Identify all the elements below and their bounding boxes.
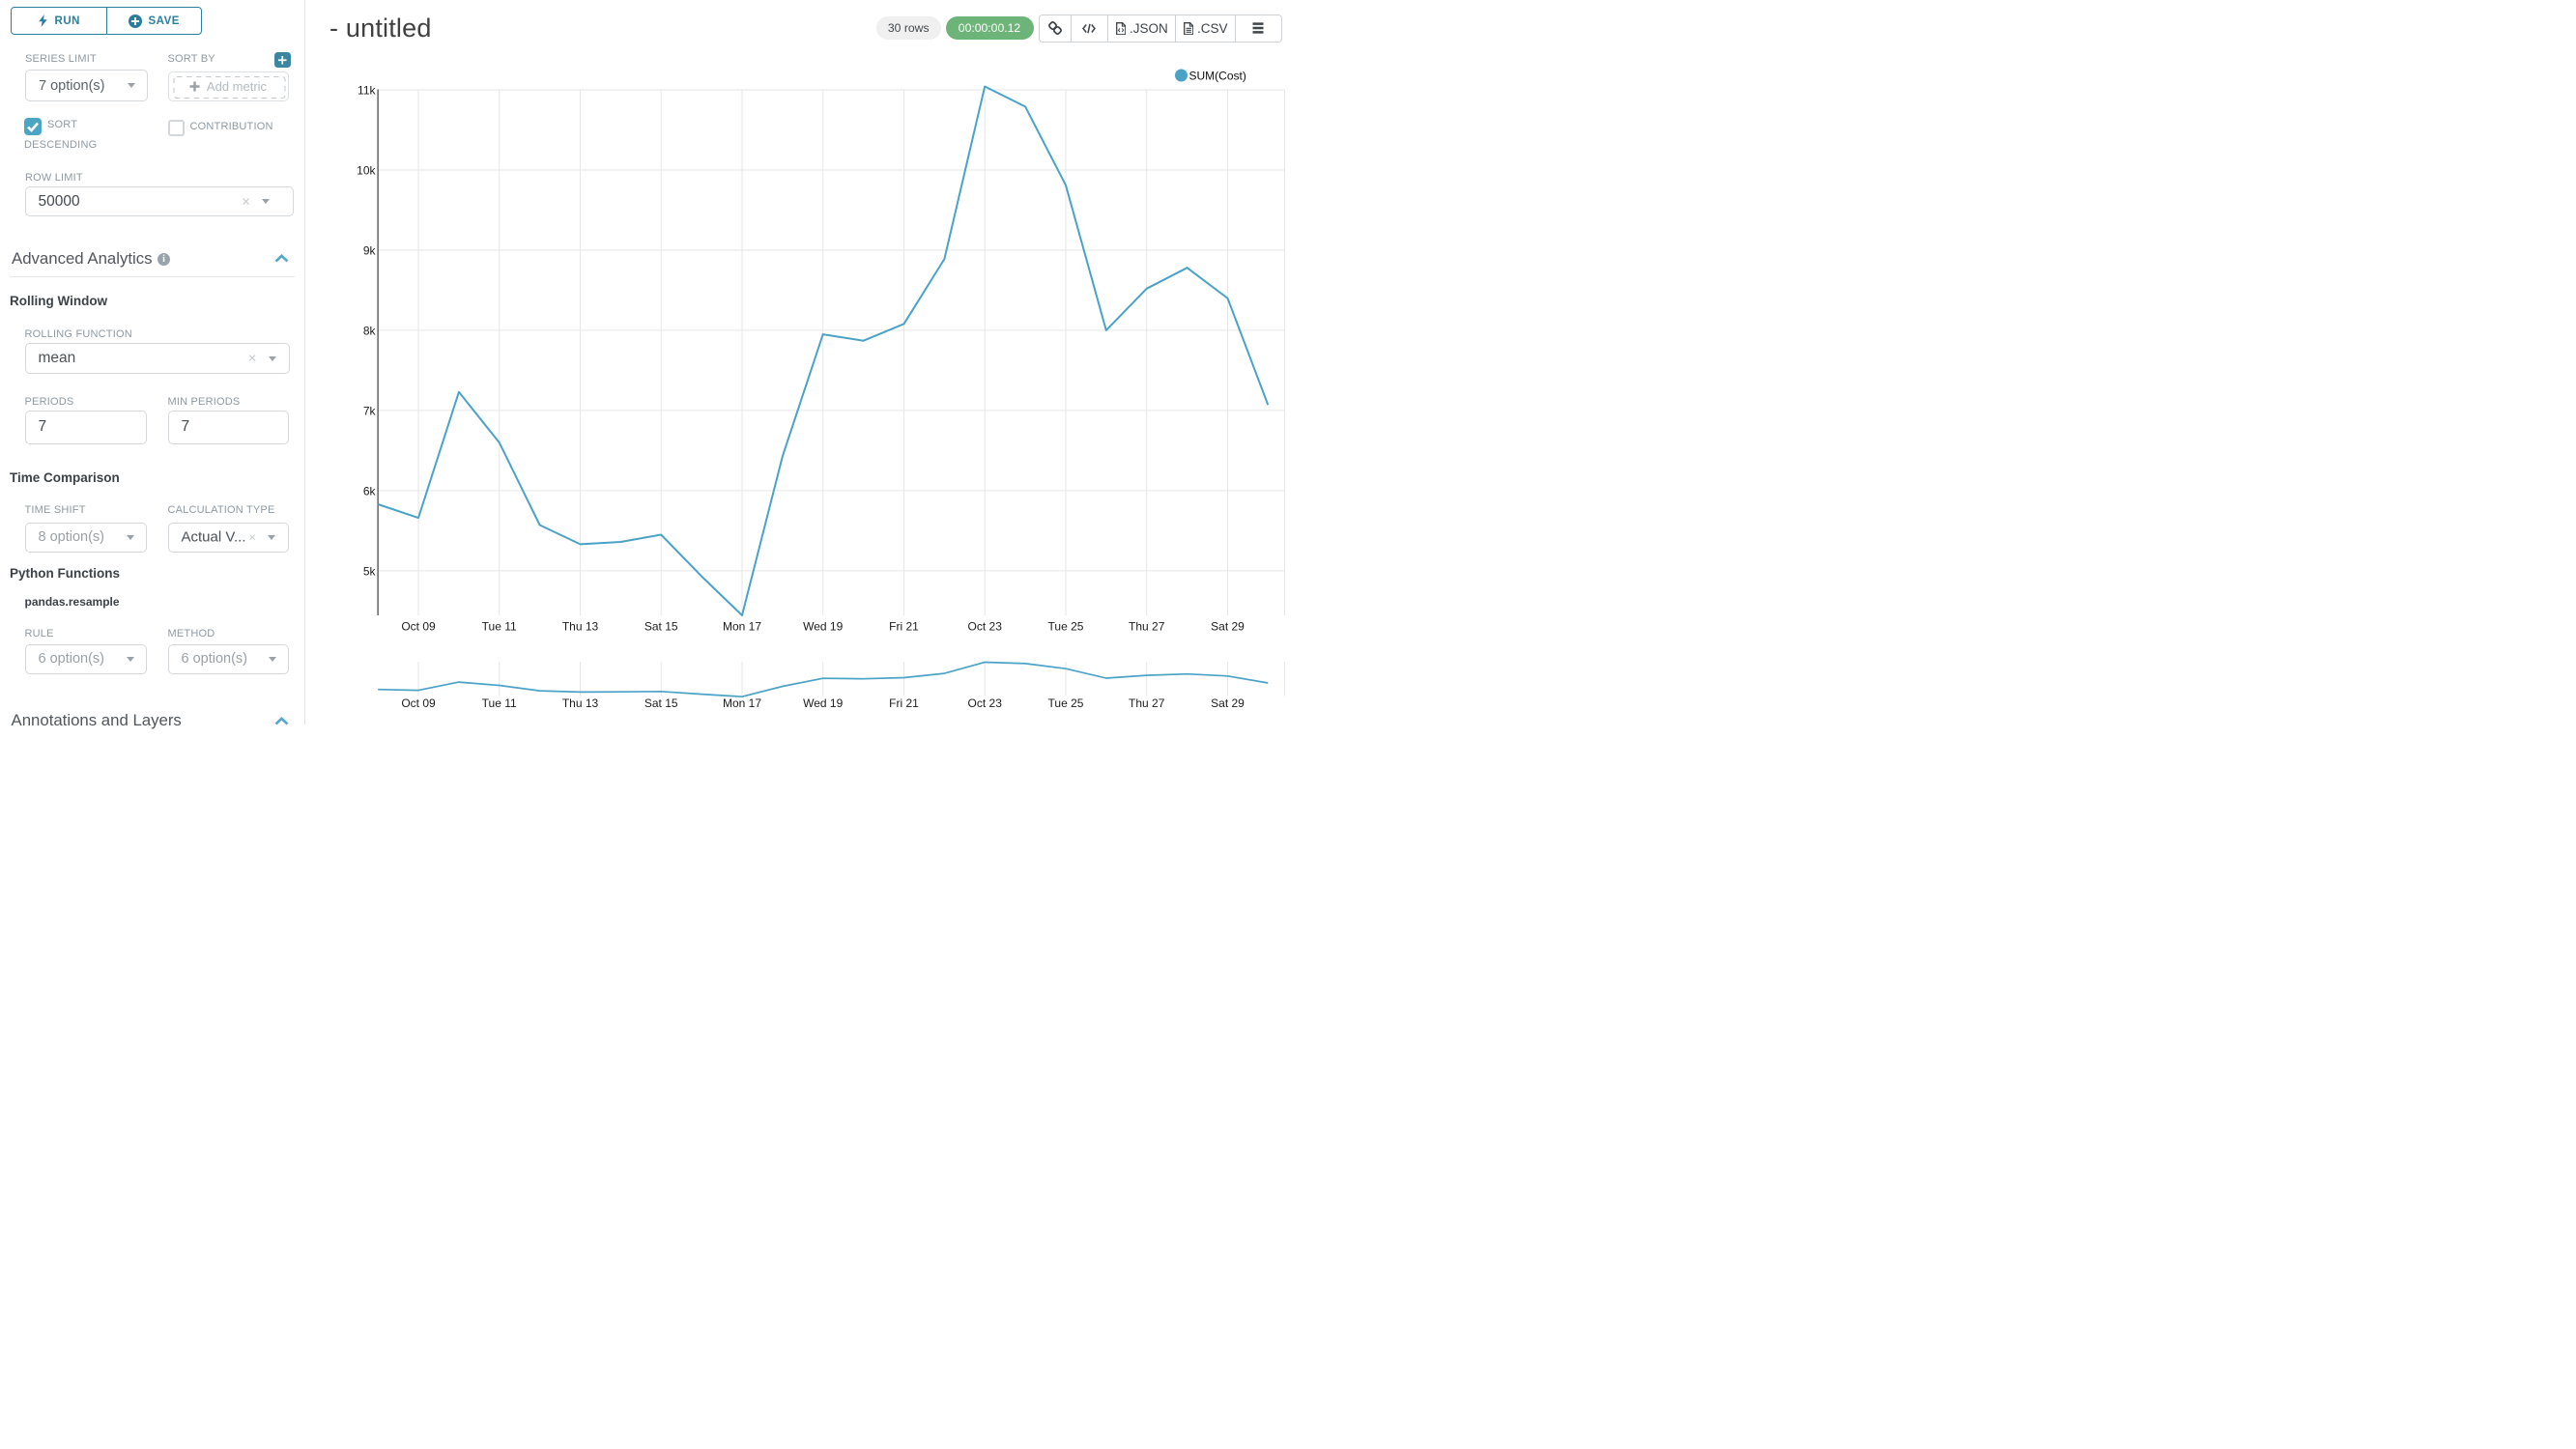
- svg-text:5k: 5k: [363, 564, 377, 578]
- svg-text:Mon 17: Mon 17: [723, 620, 761, 634]
- svg-text:Wed 19: Wed 19: [803, 696, 843, 710]
- svg-text:8k: 8k: [363, 324, 377, 337]
- svg-text:Sat 29: Sat 29: [1211, 696, 1245, 710]
- svg-text:Sat 15: Sat 15: [644, 696, 678, 710]
- svg-text:6k: 6k: [363, 484, 377, 497]
- svg-text:Thu 27: Thu 27: [1129, 696, 1165, 710]
- svg-text:Thu 13: Thu 13: [562, 696, 599, 710]
- svg-text:Mon 17: Mon 17: [723, 696, 761, 710]
- svg-text:10k: 10k: [357, 164, 376, 178]
- svg-text:Sat 29: Sat 29: [1211, 620, 1245, 634]
- svg-text:Tue 11: Tue 11: [482, 620, 517, 634]
- svg-text:Oct 23: Oct 23: [968, 696, 1003, 710]
- svg-text:Oct 09: Oct 09: [401, 620, 436, 634]
- svg-text:11k: 11k: [358, 84, 376, 98]
- svg-text:Oct 23: Oct 23: [968, 620, 1003, 634]
- svg-text:Thu 27: Thu 27: [1129, 620, 1165, 634]
- svg-text:Fri 21: Fri 21: [889, 696, 919, 710]
- svg-text:Thu 13: Thu 13: [562, 620, 599, 634]
- svg-text:Fri 21: Fri 21: [889, 620, 919, 634]
- svg-text:7k: 7k: [363, 404, 377, 417]
- svg-text:9k: 9k: [363, 243, 377, 257]
- svg-text:Wed 19: Wed 19: [803, 620, 843, 634]
- svg-text:Oct 09: Oct 09: [401, 696, 436, 710]
- svg-text:Sat 15: Sat 15: [644, 620, 678, 634]
- svg-text:Tue 11: Tue 11: [482, 696, 517, 710]
- svg-text:SUM(Cost): SUM(Cost): [1189, 70, 1246, 83]
- svg-text:Tue 25: Tue 25: [1048, 620, 1084, 634]
- svg-text:Tue 25: Tue 25: [1048, 696, 1084, 710]
